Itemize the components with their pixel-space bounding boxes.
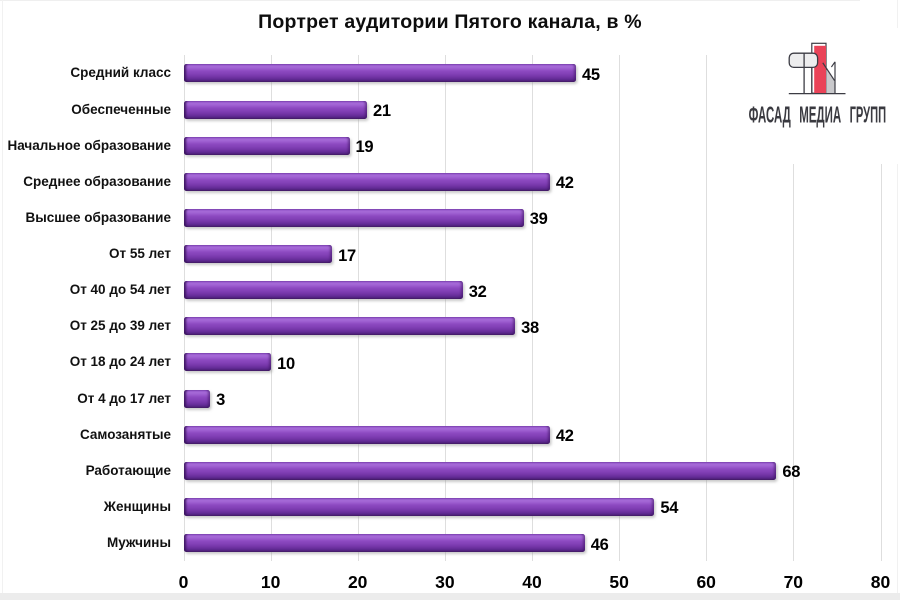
svg-text:ФАСАД: ФАСАД [749,102,791,128]
svg-text:ГРУПП: ГРУПП [850,102,887,128]
svg-text:МЕДИА: МЕДИА [799,102,841,128]
